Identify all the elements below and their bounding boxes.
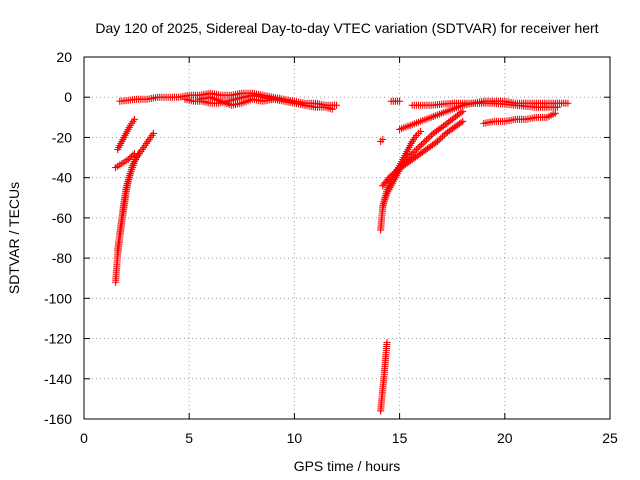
- data-point: [421, 137, 429, 145]
- data-point: [435, 136, 443, 144]
- y-axis-label: SDTVAR / TECUs: [6, 182, 22, 294]
- data-points: [112, 89, 572, 415]
- x-tick-label: 5: [185, 430, 193, 446]
- data-point: [459, 117, 467, 125]
- data-point: [126, 154, 134, 162]
- y-tick-label: -40: [52, 170, 72, 186]
- data-point: [450, 114, 458, 122]
- x-tick-label: 10: [287, 430, 303, 446]
- data-point: [417, 141, 425, 149]
- data-point: [438, 123, 446, 131]
- data-point: [446, 117, 454, 125]
- data-point: [411, 147, 419, 155]
- data-point: [149, 129, 157, 137]
- data-point: [426, 133, 434, 141]
- data-point: [439, 133, 447, 141]
- chart-title: Day 120 of 2025, Sidereal Day-to-day VTE…: [95, 20, 598, 36]
- data-point: [419, 139, 427, 147]
- data-point: [388, 171, 396, 179]
- data-point: [379, 135, 387, 143]
- data-point: [403, 155, 411, 163]
- data-point: [452, 113, 460, 121]
- data-point: [553, 103, 561, 111]
- data-point: [124, 156, 132, 164]
- y-tick-label: -120: [44, 331, 72, 347]
- x-tick-label: 0: [80, 430, 88, 446]
- x-tick-labels: 0 5 10 15 20 25: [80, 430, 618, 446]
- x-tick-label: 20: [497, 430, 513, 446]
- data-point: [269, 95, 277, 103]
- y-tick-label: -80: [52, 250, 72, 266]
- y-tick-labels: 20 0 -20 -40 -60 -80 -100 -120 -140 -160: [44, 49, 72, 427]
- data-point: [127, 153, 135, 161]
- x-tick-label: 25: [602, 430, 618, 446]
- data-point: [328, 105, 336, 113]
- data-point: [409, 149, 417, 157]
- data-point: [417, 127, 425, 135]
- y-tick-label: 20: [56, 49, 72, 65]
- x-tick-label: 15: [392, 430, 408, 446]
- data-point: [453, 111, 461, 119]
- y-tick-label: 0: [64, 89, 72, 105]
- data-point: [439, 122, 447, 130]
- data-point: [445, 118, 453, 126]
- data-point: [437, 134, 445, 142]
- data-point: [383, 339, 391, 347]
- data-point: [448, 115, 456, 123]
- data-point: [564, 99, 572, 107]
- grid: [84, 57, 610, 419]
- data-point: [406, 152, 414, 160]
- data-point: [404, 154, 412, 162]
- data-point: [130, 115, 138, 123]
- data-point: [441, 121, 449, 129]
- axis-ticks: [83, 56, 611, 420]
- data-point: [433, 137, 441, 145]
- data-point: [396, 97, 404, 105]
- y-tick-label: -60: [52, 210, 72, 226]
- data-point: [443, 119, 451, 127]
- data-point: [424, 134, 432, 142]
- data-point: [414, 144, 422, 152]
- data-point: [385, 174, 393, 182]
- data-point: [332, 101, 340, 109]
- data-point: [416, 142, 424, 150]
- plot-frame: [83, 56, 611, 420]
- y-tick-label: -20: [52, 129, 72, 145]
- x-axis-label: GPS time / hours: [294, 458, 401, 474]
- data-point: [459, 107, 467, 115]
- data-point: [423, 136, 431, 144]
- data-point: [412, 146, 420, 154]
- y-tick-label: -100: [44, 290, 72, 306]
- y-tick-label: -160: [44, 411, 72, 427]
- data-point: [457, 109, 465, 117]
- y-tick-label: -140: [44, 371, 72, 387]
- data-point: [457, 119, 465, 127]
- data-point: [407, 150, 415, 158]
- data-point: [135, 150, 143, 158]
- data-point: [551, 109, 559, 117]
- data-point: [455, 110, 463, 118]
